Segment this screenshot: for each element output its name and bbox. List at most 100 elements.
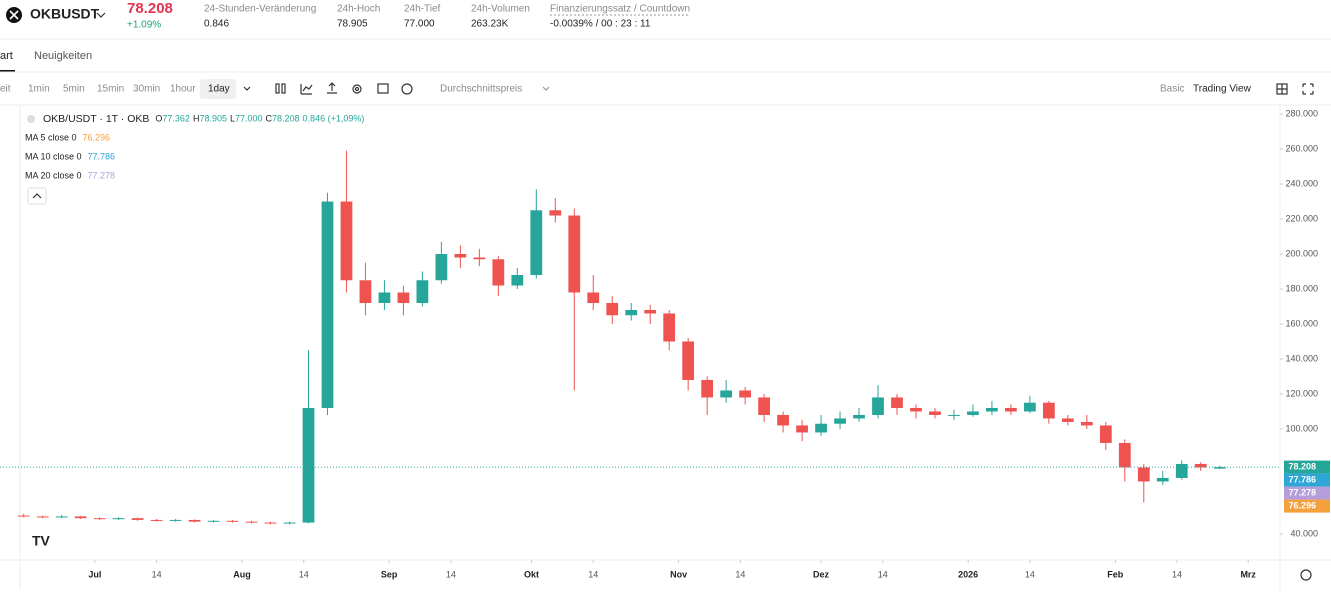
candle-body xyxy=(1137,467,1150,482)
tab-indicator xyxy=(0,70,15,72)
toolbar-icons[interactable] xyxy=(275,82,413,95)
candle-body xyxy=(701,379,714,398)
candle-body xyxy=(777,414,789,426)
interval[interactable]: 1min xyxy=(28,84,50,95)
candle-body xyxy=(739,390,752,398)
x-tick-label: 14 xyxy=(299,569,309,579)
candle-body xyxy=(245,521,258,523)
view-option[interactable]: Trading View xyxy=(1193,84,1252,95)
candle-body xyxy=(378,292,391,303)
candle-body xyxy=(891,397,903,408)
candle-body xyxy=(796,425,808,433)
candle-body xyxy=(131,518,144,520)
y-tick-label: 200.000 xyxy=(1285,248,1318,258)
collapse-arrow xyxy=(32,193,42,199)
symbol-dropdown[interactable] xyxy=(96,12,106,18)
interval[interactable]: 1day xyxy=(208,84,230,95)
candle-body xyxy=(340,201,353,281)
candle-body xyxy=(17,515,30,517)
price-tag-label: 78.208 xyxy=(1288,461,1316,471)
stat-label: 24h-Tief xyxy=(404,4,441,15)
candle-body xyxy=(530,210,543,276)
candle-body xyxy=(1156,477,1169,482)
x-tick-label: Aug xyxy=(233,569,251,579)
interval[interactable]: 1hour xyxy=(170,84,196,95)
candle-body xyxy=(606,302,619,316)
x-tick-label: Jul xyxy=(88,569,101,579)
candle-body xyxy=(644,309,657,314)
candle-body xyxy=(1213,467,1226,469)
collapse-legend[interactable] xyxy=(27,187,47,205)
candle-body xyxy=(720,390,733,398)
y-tick-label: 100.000 xyxy=(1285,423,1318,433)
legend-entry: MA 10 close 0 xyxy=(25,151,82,161)
x-tick-label: 14 xyxy=(735,569,745,579)
legend-value: 76.296 xyxy=(83,132,111,142)
candle-body xyxy=(207,520,220,522)
candle-body xyxy=(302,407,315,523)
interval[interactable]: 15min xyxy=(97,84,124,95)
candle-body xyxy=(948,414,960,416)
layout-icons[interactable] xyxy=(1276,83,1314,95)
x-tick-label: Sep xyxy=(381,569,398,579)
candle-body xyxy=(36,516,49,518)
candle-body xyxy=(929,411,941,415)
candle-body xyxy=(986,407,998,412)
candle-body xyxy=(359,280,372,303)
y-tick-label: 40.000 xyxy=(1290,528,1318,538)
tab[interactable]: Neuigkeiten xyxy=(34,50,92,62)
candle-body xyxy=(435,254,448,281)
stat-label: Finanzierungssatz / Countdown xyxy=(550,4,690,15)
stat-value: 0.846 xyxy=(204,19,229,30)
candle-body xyxy=(169,519,182,521)
y-tick-label: 260.000 xyxy=(1285,143,1318,153)
legend-value: 77.278 xyxy=(88,170,116,180)
x-tick-label: Mrz xyxy=(1240,569,1256,579)
x-tick-label: Dez xyxy=(813,569,830,579)
legend-title: OKB/USDT · 1T · OKB xyxy=(43,113,149,125)
y-tick-label: 120.000 xyxy=(1285,388,1318,398)
candle-body xyxy=(1175,463,1188,478)
tv-logo: TV xyxy=(32,533,51,549)
symbol[interactable]: OKBUSDT xyxy=(30,6,100,22)
price-type[interactable]: Durchschnittspreis xyxy=(440,84,522,95)
candle-body xyxy=(853,414,865,419)
price-tag-label: 77.278 xyxy=(1288,487,1316,497)
interval-dropdown[interactable] xyxy=(243,86,251,91)
x-tick-label: 14 xyxy=(1025,569,1035,579)
x-tick-label: 14 xyxy=(152,569,162,579)
view-option[interactable]: Basic xyxy=(1160,84,1184,95)
candle-body xyxy=(568,215,581,293)
time-label: eit xyxy=(0,84,11,95)
candle-body xyxy=(834,418,846,424)
settings-icon[interactable] xyxy=(1300,569,1312,581)
candle-body xyxy=(1080,421,1093,426)
candle-body xyxy=(55,516,68,518)
y-tick-label: 160.000 xyxy=(1285,318,1318,328)
stat-label: 24-Stunden-Veränderung xyxy=(204,4,316,15)
candle-body xyxy=(397,292,410,303)
candle-body xyxy=(625,309,638,316)
candle-body xyxy=(549,210,562,216)
price-type-dropdown[interactable] xyxy=(542,86,550,91)
interval-selected-bg xyxy=(200,79,236,99)
legend-icon xyxy=(27,115,35,123)
tab[interactable]: art xyxy=(0,50,13,62)
candle-body xyxy=(93,518,106,520)
logo-mark xyxy=(9,10,19,20)
ohlc-value: 77.000 xyxy=(235,113,263,123)
ohlc-value: 77.362 xyxy=(162,113,190,123)
y-tick-label: 180.000 xyxy=(1285,283,1318,293)
candle-body xyxy=(473,257,486,260)
candle-body xyxy=(1194,463,1207,468)
interval[interactable]: 30min xyxy=(133,84,160,95)
x-tick-label: 2026 xyxy=(958,569,978,579)
interval[interactable]: 5min xyxy=(63,84,85,95)
candle-body xyxy=(416,280,429,303)
x-tick-label: 14 xyxy=(446,569,456,579)
legend-value: 77.786 xyxy=(88,151,116,161)
candle-body xyxy=(112,518,125,520)
candle-body xyxy=(758,397,770,415)
candle-body xyxy=(815,423,827,433)
